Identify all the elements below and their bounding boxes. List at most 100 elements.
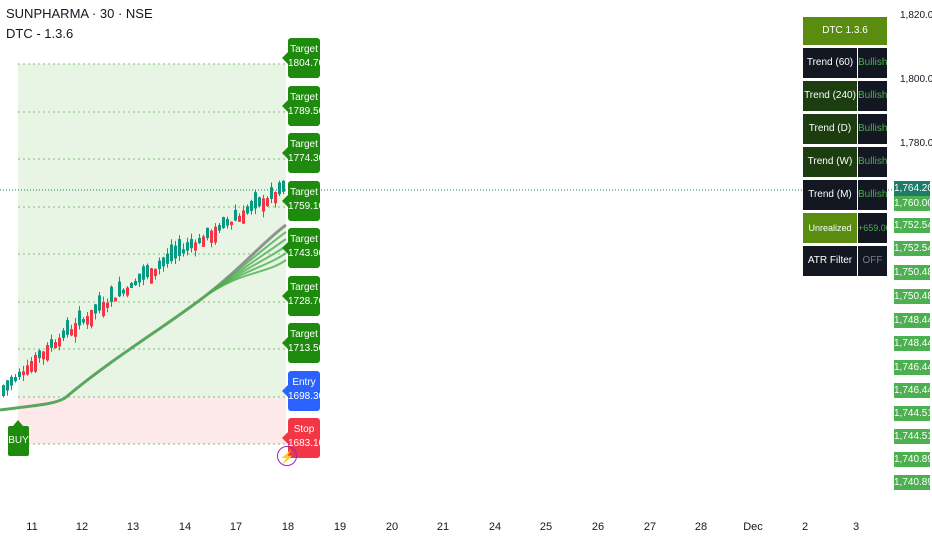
- target-label-4: Target 1759.10: [282, 181, 324, 221]
- table-row: Trend (240) Bullish: [803, 81, 887, 111]
- candle: [194, 242, 197, 251]
- candle: [206, 227, 209, 239]
- candle: [130, 283, 133, 288]
- x-tick: 20: [385, 521, 399, 533]
- x-tick: 13: [126, 521, 140, 533]
- x-tick: 25: [539, 521, 553, 533]
- candle: [2, 385, 5, 397]
- last-price-tag: 1,764.20: [894, 181, 932, 196]
- price-tag: 1,746.44: [894, 383, 932, 398]
- target-label-5: Target 1743.90: [282, 228, 324, 268]
- x-tick: 28: [694, 521, 708, 533]
- candle: [166, 253, 169, 264]
- candle: [94, 304, 97, 314]
- candle: [134, 280, 137, 286]
- price-tag: 1,746.44: [894, 360, 932, 375]
- candle: [278, 182, 281, 195]
- indicator-title[interactable]: DTC - 1.3.6: [6, 26, 74, 41]
- candle: [230, 221, 233, 226]
- x-tick: 18: [281, 521, 295, 533]
- table-row: Trend (60) Bullish: [803, 48, 887, 78]
- candle: [122, 289, 125, 294]
- row-label: Trend (D): [803, 114, 857, 144]
- candle: [62, 330, 65, 339]
- candle: [182, 249, 185, 254]
- row-label: Trend (W): [803, 147, 857, 177]
- lightning-icon[interactable]: ⚡: [277, 446, 297, 466]
- buy-signal: BUY: [8, 420, 29, 456]
- target-label-6: Target 1728.70: [282, 276, 324, 316]
- x-tick: 14: [178, 521, 192, 533]
- target-label-2: Target 1789.50: [282, 86, 324, 126]
- row-label: ATR Filter: [803, 246, 857, 276]
- candle: [274, 192, 277, 204]
- table-title: DTC 1.3.6: [803, 17, 887, 45]
- candle: [162, 257, 165, 267]
- candle: [178, 239, 181, 256]
- candle: [66, 320, 69, 335]
- candle: [58, 337, 61, 347]
- candle: [46, 345, 49, 361]
- table-row: Unrealized PnL +659.00: [803, 213, 887, 263]
- x-tick: 11: [26, 521, 38, 533]
- row-value: Bullish: [858, 180, 887, 210]
- row-label: Trend (M): [803, 180, 857, 210]
- candle: [86, 316, 89, 325]
- candle: [210, 230, 213, 243]
- candles: [2, 180, 285, 398]
- candle: [282, 180, 285, 192]
- candle: [170, 244, 173, 262]
- candle: [90, 309, 93, 327]
- x-tick: 12: [75, 521, 89, 533]
- x-tick: 17: [229, 521, 243, 533]
- target-label-3: Target 1774.30: [282, 133, 324, 173]
- candle: [214, 226, 217, 243]
- candle: [158, 260, 161, 270]
- candle: [98, 295, 101, 311]
- ribbon-line: [0, 259, 287, 411]
- table-row: Trend (M) Bullish: [803, 180, 887, 210]
- candle: [218, 225, 221, 231]
- price-tag: 1,750.48: [894, 289, 932, 304]
- candle: [234, 209, 237, 221]
- candle: [54, 342, 57, 349]
- candle: [126, 287, 129, 296]
- x-tick: 19: [333, 521, 347, 533]
- x-tick: 2: [801, 521, 809, 533]
- target-label-1: Target 1804.70: [282, 38, 324, 78]
- candle: [222, 217, 225, 229]
- x-tick: 3: [852, 521, 860, 533]
- candle: [242, 210, 245, 224]
- candle: [102, 302, 105, 317]
- candle: [142, 266, 145, 280]
- price-tag: 1,752.54: [894, 241, 932, 256]
- price-tag: 1,752.54: [894, 218, 932, 233]
- candle: [186, 242, 189, 251]
- candle: [118, 281, 121, 297]
- candle: [74, 323, 77, 337]
- symbol-title[interactable]: SUNPHARMA · 30 · NSE: [6, 6, 153, 21]
- price-tag: 1,740.89: [894, 452, 932, 467]
- candle: [254, 192, 257, 209]
- y-tick-1: 1,820.00: [900, 10, 932, 21]
- candle: [138, 273, 141, 283]
- candle: [30, 361, 33, 372]
- candle: [226, 219, 229, 226]
- candle: [42, 351, 45, 360]
- row-value: Bullish: [858, 81, 887, 111]
- candle: [174, 245, 177, 259]
- row-value: +659.00: [858, 213, 887, 243]
- x-tick: 24: [488, 521, 502, 533]
- candle: [266, 198, 269, 207]
- candle: [18, 371, 21, 377]
- candle: [250, 201, 253, 211]
- candle: [258, 197, 261, 207]
- price-tag: 1,744.51: [894, 406, 932, 421]
- candle: [110, 286, 113, 302]
- target-label-7: Target 1713.50: [282, 323, 324, 363]
- candle: [70, 329, 73, 336]
- row-value: Bullish: [858, 114, 887, 144]
- candle: [82, 319, 85, 323]
